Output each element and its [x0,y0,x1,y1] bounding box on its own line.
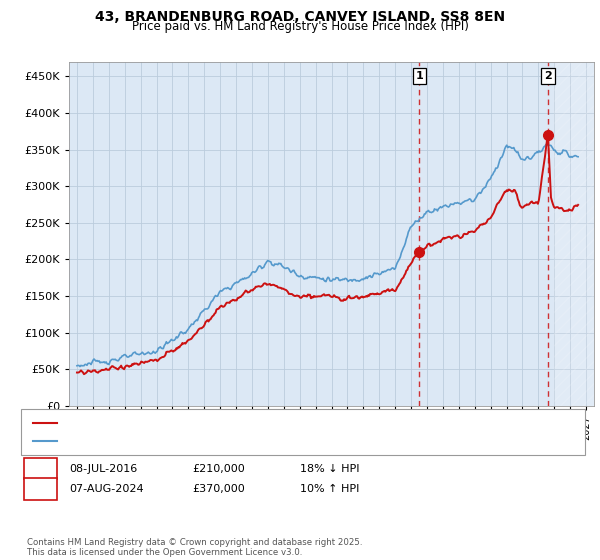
Text: Contains HM Land Registry data © Crown copyright and database right 2025.
This d: Contains HM Land Registry data © Crown c… [27,538,362,557]
Text: 08-JUL-2016: 08-JUL-2016 [69,464,137,474]
Text: HPI: Average price, semi-detached house, Castle Point: HPI: Average price, semi-detached house,… [63,436,334,446]
Text: 43, BRANDENBURG ROAD, CANVEY ISLAND, SS8 8EN: 43, BRANDENBURG ROAD, CANVEY ISLAND, SS8… [95,10,505,24]
Text: Price paid vs. HM Land Registry's House Price Index (HPI): Price paid vs. HM Land Registry's House … [131,20,469,33]
Text: 1: 1 [37,462,44,475]
Text: 1: 1 [415,71,423,81]
Bar [554,62,594,406]
Text: 07-AUG-2024: 07-AUG-2024 [69,484,143,494]
Text: 10% ↑ HPI: 10% ↑ HPI [300,484,359,494]
Text: 18% ↓ HPI: 18% ↓ HPI [300,464,359,474]
Text: 43, BRANDENBURG ROAD, CANVEY ISLAND, SS8 8EN (semi-detached house): 43, BRANDENBURG ROAD, CANVEY ISLAND, SS8… [63,418,445,428]
Text: £210,000: £210,000 [192,464,245,474]
Text: 2: 2 [544,71,552,81]
Text: 2: 2 [37,482,44,496]
Text: £370,000: £370,000 [192,484,245,494]
